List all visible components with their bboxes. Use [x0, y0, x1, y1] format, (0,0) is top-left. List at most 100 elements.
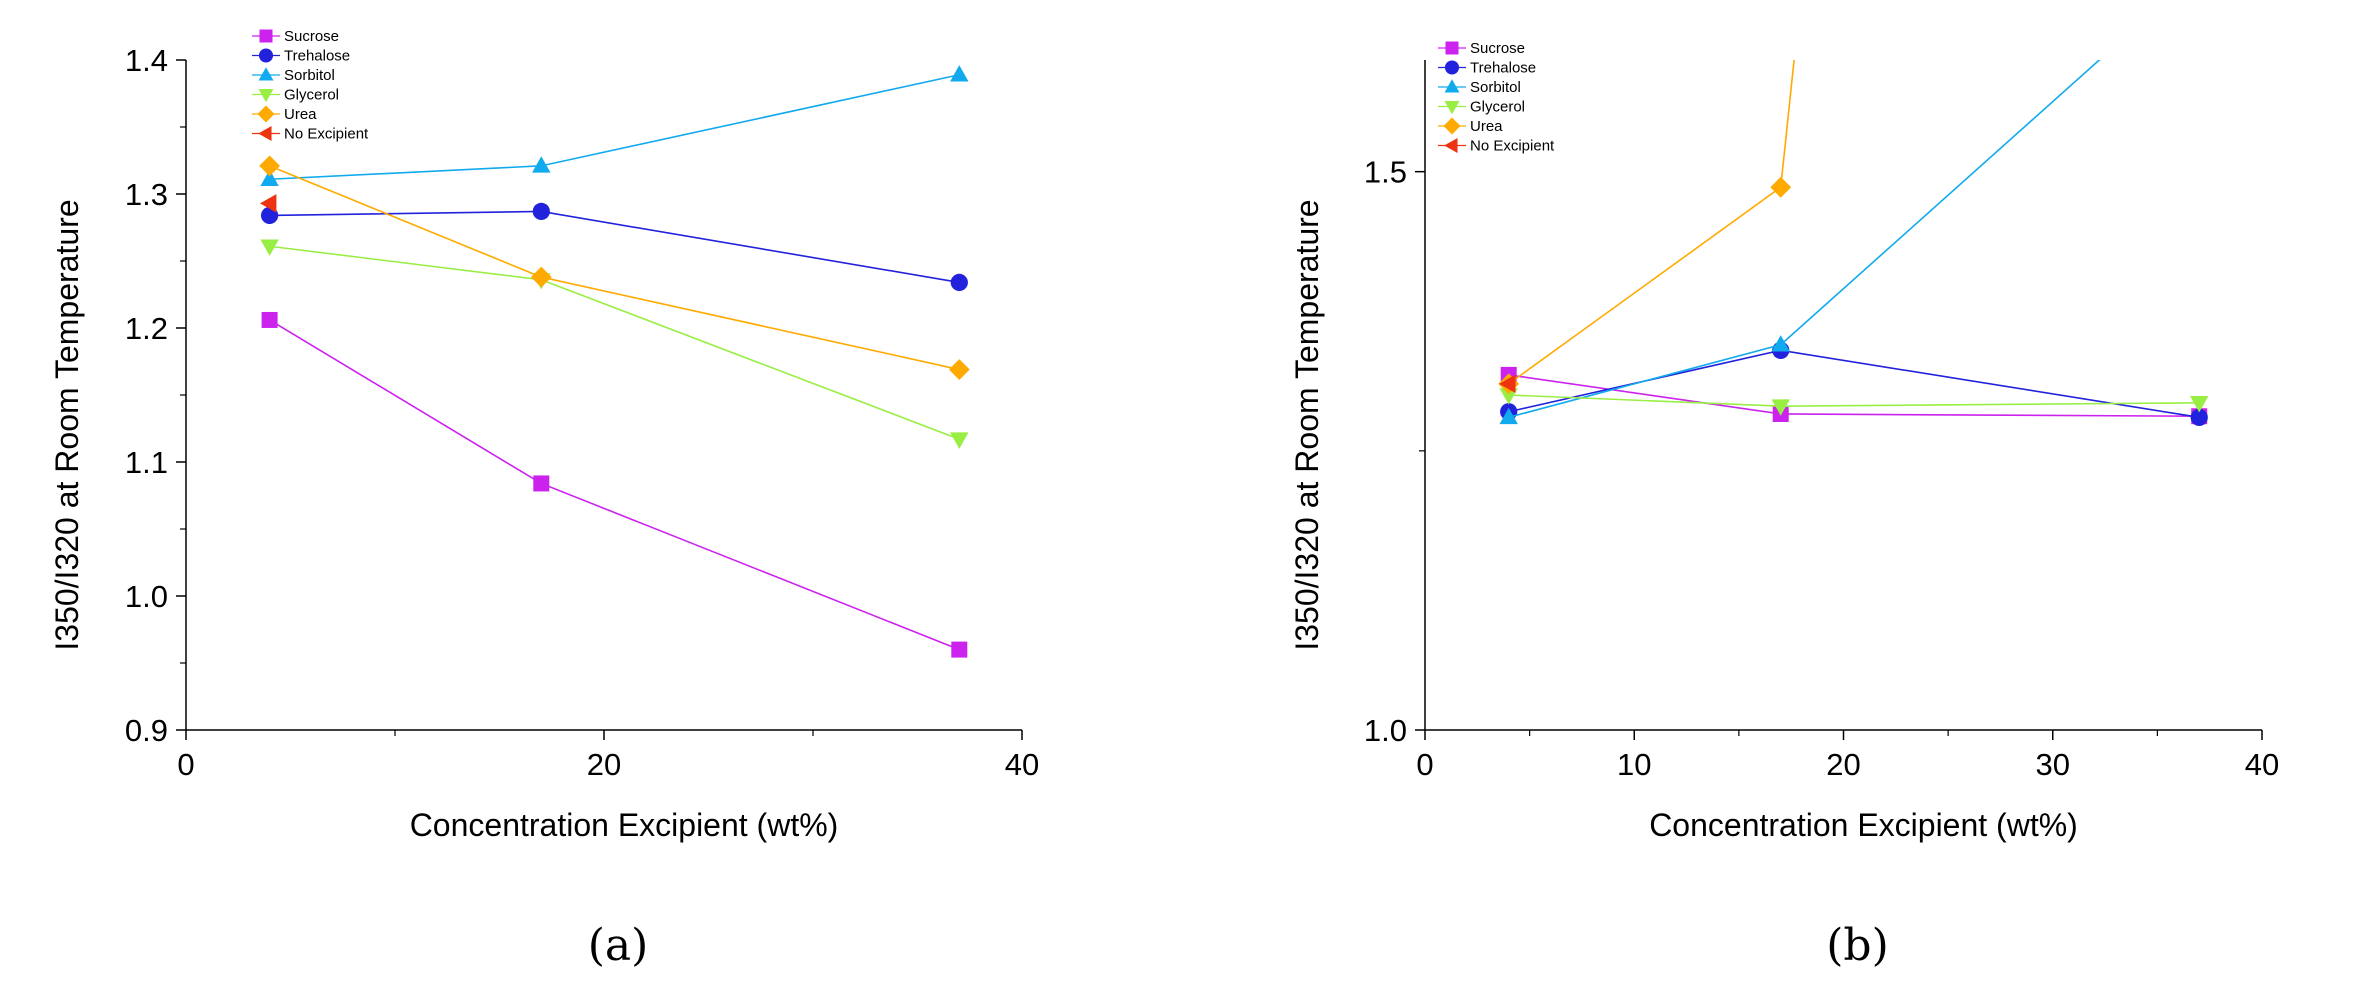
y-axis-title: I350/I320 at Room Temperature [1289, 199, 1325, 650]
legend-item-glycerol: Glycerol [252, 87, 339, 104]
caption: (a) [588, 920, 649, 971]
y-axis-title: I350/I320 at Room Temperature [49, 199, 85, 650]
legend-marker-urea [257, 105, 275, 123]
data-point-urea [1770, 176, 1792, 198]
legend-label: Glycerol [284, 87, 339, 104]
series-line-sorbitol [1508, 60, 2101, 419]
series-sorbitol [260, 65, 969, 187]
series-trehalose [1500, 341, 2208, 426]
data-point-glycerol [950, 432, 969, 449]
legend-marker-glycerol [258, 88, 274, 103]
legend-marker-sorbitol [1444, 79, 1460, 93]
series-line-urea [269, 165, 960, 371]
series-line-trehalose [1508, 349, 2200, 419]
series-sucrose [261, 311, 968, 658]
legend-item-no-excipient: No Excipient [252, 126, 369, 143]
data-point-glycerol [260, 239, 279, 256]
x-tick-label: 20 [1826, 747, 1860, 782]
data-point-sorbitol [260, 169, 279, 187]
y-tick-label: 1.5 [1364, 155, 1407, 190]
legend-marker-trehalose [258, 48, 274, 63]
series-glycerol [1499, 388, 2209, 416]
legend-label: Sorbitol [1470, 79, 1521, 96]
data-point-trehalose [532, 202, 550, 221]
legend-item-trehalose: Trehalose [252, 48, 350, 65]
legend-marker-sorbitol [258, 67, 274, 81]
legend-marker-trehalose [1444, 60, 1460, 75]
series-glycerol [260, 239, 969, 449]
legend-label: Urea [284, 106, 317, 123]
data-point-sorbitol [1771, 335, 1790, 352]
series-line-urea [1508, 60, 1795, 385]
legend-marker-sucrose [1445, 41, 1459, 55]
data-point-no-excipient [260, 194, 277, 213]
x-tick-label: 10 [1617, 747, 1651, 782]
legend-item-sorbitol: Sorbitol [252, 67, 335, 84]
legend-label: Sucrose [1470, 40, 1525, 57]
legend-item-trehalose: Trehalose [1438, 60, 1536, 77]
legend-item-sucrose: Sucrose [252, 28, 339, 45]
y-tick-label: 0.9 [125, 713, 168, 748]
legend-item-glycerol: Glycerol [1438, 99, 1525, 116]
legend-label: Urea [1470, 118, 1503, 135]
data-point-glycerol [1499, 388, 1518, 405]
x-tick-label: 30 [2036, 747, 2070, 782]
y-tick-label: 1.0 [125, 579, 168, 614]
data-point-urea [530, 266, 552, 288]
legend-item-no-excipient: No Excipient [1438, 138, 1555, 155]
chart-b: 0 10 20 30 40 1.0 1.5 Concentration Excipient (… [1289, 40, 2279, 971]
legend-marker-glycerol [1444, 100, 1460, 115]
data-point-urea [948, 359, 970, 380]
series-line-sucrose [269, 319, 960, 651]
data-point-sucrose [533, 475, 550, 492]
y-tick-label: 1.3 [125, 177, 168, 212]
legend-label: Glycerol [1470, 99, 1525, 116]
y-tick-label: 1.2 [125, 311, 168, 346]
legend-item-sucrose: Sucrose [1438, 40, 1525, 57]
plot-area [259, 65, 970, 658]
legend-item-urea: Urea [1438, 117, 1503, 135]
legend-marker-no-excipient [1444, 138, 1458, 153]
data-point-sucrose [951, 641, 968, 658]
data-point-no-excipient [1499, 374, 1516, 394]
series-sucrose [1500, 366, 2208, 425]
x-tick-label: 20 [587, 747, 621, 782]
series-urea [259, 155, 970, 380]
data-point-sucrose [261, 311, 278, 328]
legend-label: No Excipient [284, 126, 369, 143]
plot-area [1498, 60, 2209, 426]
legend-marker-urea [1443, 117, 1461, 135]
series-trehalose [260, 202, 968, 292]
y-tick-label: 1.4 [125, 43, 168, 78]
series-line-glycerol [269, 245, 960, 440]
data-point-trehalose [950, 273, 968, 292]
x-axis-title: Concentration Excipient (wt%) [1649, 807, 2078, 843]
series-line-sucrose [1508, 374, 2200, 418]
x-tick-label: 40 [1005, 747, 1039, 782]
legend-item-sorbitol: Sorbitol [1438, 79, 1521, 96]
data-point-glycerol [1771, 399, 1790, 416]
legend-label: Trehalose [284, 48, 350, 65]
series-sorbitol [1499, 60, 2101, 425]
legend: Sucrose Trehalose Sorbitol Glycerol Urea No E… [1438, 40, 1555, 155]
series-urea [1498, 60, 1795, 395]
data-point-glycerol [2190, 396, 2209, 413]
data-point-trehalose [2190, 408, 2208, 426]
series-no-excipient [1499, 374, 1516, 394]
legend-label: Trehalose [1470, 60, 1536, 77]
caption: (b) [1826, 920, 1889, 971]
x-tick-label: 40 [2245, 747, 2279, 782]
chart-a: 0 20 40 0.9 1.0 1.1 1.2 1.3 1.4 Concentration Exc… [49, 28, 1039, 971]
legend-marker-no-excipient [258, 126, 272, 141]
x-tick-label: 0 [1416, 747, 1433, 782]
data-point-sorbitol [950, 65, 969, 82]
data-point-sorbitol [532, 156, 551, 173]
x-tick-label: 0 [177, 747, 194, 782]
legend-label: No Excipient [1470, 138, 1555, 155]
legend: Sucrose Trehalose Sorbitol Glycerol Urea No E… [252, 28, 369, 143]
data-point-urea [259, 155, 280, 177]
series-line-sorbitol [269, 73, 960, 181]
data-point-sorbitol [1499, 407, 1518, 425]
legend-marker-sucrose [259, 29, 273, 43]
